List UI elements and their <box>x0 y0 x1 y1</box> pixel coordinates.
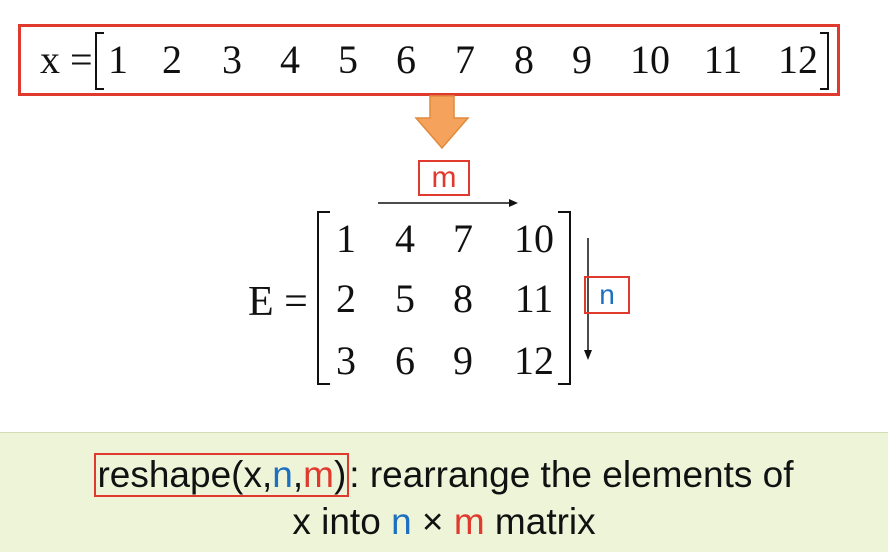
vector-value: 6 <box>396 37 416 82</box>
function-call-box: reshape(x,n,m) <box>94 453 350 497</box>
fn-arg-m: m <box>303 454 334 495</box>
line2-times: × <box>411 501 454 542</box>
vector-value: 11 <box>703 37 743 82</box>
matrix-left-bracket <box>317 211 330 385</box>
matrix-cell: 1 <box>336 216 356 261</box>
line2-post: matrix <box>484 501 596 542</box>
matrix-cell: 6 <box>395 338 415 383</box>
fn-arg-n: n <box>272 454 293 495</box>
vector-value: 8 <box>514 37 534 82</box>
matrix-cell: 4 <box>395 216 415 261</box>
vector-right-bracket <box>820 32 829 90</box>
vector-value: 7 <box>455 37 475 82</box>
m-label-box: m <box>418 160 470 196</box>
vector-value: 5 <box>338 37 358 82</box>
line2-pre: x into <box>292 501 392 542</box>
matrix-cell: 8 <box>453 276 473 321</box>
vector-box <box>18 24 840 96</box>
vector-value: 3 <box>222 37 242 82</box>
vector-value: 12 <box>778 37 818 82</box>
line2-m: m <box>453 501 485 542</box>
vector-label: x = <box>40 37 93 82</box>
matrix-cell: 7 <box>453 216 473 261</box>
vector-value: 9 <box>572 37 592 82</box>
matrix-cell: 5 <box>395 276 415 321</box>
n-arrow-head <box>584 350 592 360</box>
line2-n: n <box>391 501 412 542</box>
fn-name: reshape(x, <box>97 454 273 495</box>
vector-value: 2 <box>162 37 182 82</box>
vector-value: 10 <box>630 37 670 82</box>
caption-line-1-rest: : rearrange the elements of <box>349 454 794 495</box>
vector-value: 4 <box>280 37 300 82</box>
caption-line-2: x into n × m matrix <box>0 500 888 544</box>
caption-banner <box>0 432 888 552</box>
matrix-cell: 11 <box>514 276 554 321</box>
matrix-cell: 9 <box>453 338 473 383</box>
fn-comma: , <box>292 454 304 495</box>
matrix-label: E = <box>248 279 308 325</box>
down-arrow-icon <box>414 95 470 150</box>
matrix-cell: 3 <box>336 338 356 383</box>
matrix-cell: 2 <box>336 276 356 321</box>
fn-close: ) <box>333 454 347 495</box>
n-label-box: n <box>584 276 630 314</box>
matrix-right-bracket <box>558 211 571 385</box>
matrix-cell: 12 <box>514 338 554 383</box>
matrix-cell: 10 <box>514 216 554 261</box>
caption-line-1: reshape(x,n,m): rearrange the elements o… <box>0 453 888 497</box>
vector-value: 1 <box>108 37 128 82</box>
vector-left-bracket <box>95 32 104 90</box>
m-arrow-head <box>509 199 518 207</box>
